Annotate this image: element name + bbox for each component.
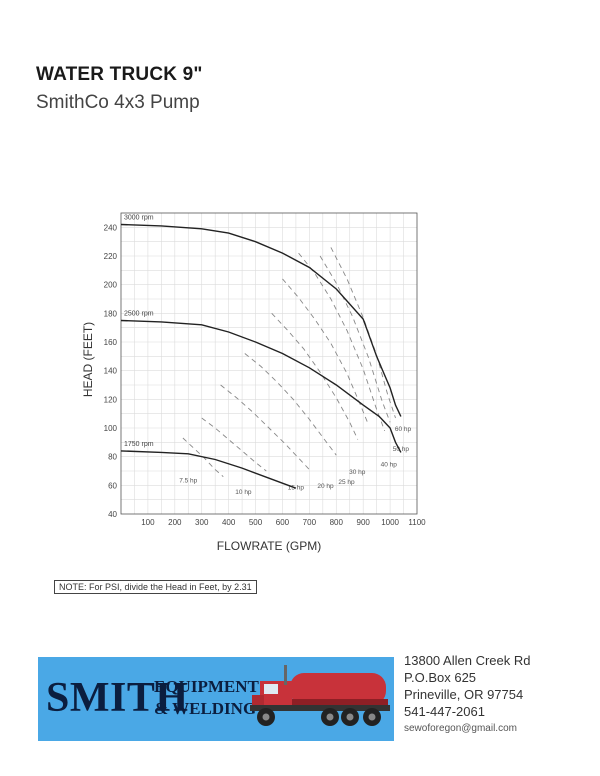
hp-curve [244, 353, 337, 456]
company-address: 13800 Allen Creek Rd P.O.Box 625 Prinevi… [404, 652, 530, 737]
address-street: 13800 Allen Creek Rd [404, 653, 531, 668]
rpm-curve [120, 319, 402, 453]
hp-curve-label: 40 hp [381, 462, 398, 469]
y-tick-label: 220 [104, 252, 118, 261]
hp-curve [271, 312, 359, 440]
x-tick-label: 200 [168, 518, 182, 527]
plot-frame [120, 212, 418, 515]
company-banner: SMITH EQUIPMENT & WELDING [38, 657, 394, 741]
x-tick-label: 800 [330, 518, 344, 527]
address-email: sewoforegon@gmail.com [404, 723, 517, 734]
hp-curve [282, 278, 370, 426]
hp-curve [182, 437, 224, 478]
x-tick-label: 1000 [381, 518, 399, 527]
hp-curve-label: 10 hp [235, 489, 252, 496]
y-tick-label: 80 [108, 453, 117, 462]
x-tick-label: 100 [141, 518, 155, 527]
page-subtitle: SmithCo 4x3 Pump [36, 92, 200, 113]
x-tick-label: 900 [357, 518, 371, 527]
x-tick-label: 700 [303, 518, 317, 527]
address-phone: 541-447-2061 [404, 704, 485, 719]
address-pobox: P.O.Box 625 [404, 670, 477, 685]
hp-curve-label: 50 hp [393, 446, 410, 453]
y-tick-label: 240 [104, 223, 118, 232]
hp-curve [201, 417, 267, 472]
x-tick-label: 300 [195, 518, 209, 527]
hp-curve-label: 25 hp [338, 479, 355, 486]
hp-curve-label: 15 hp [288, 485, 305, 492]
hp-curve-label: 30 hp [349, 469, 366, 476]
y-tick-label: 100 [104, 424, 118, 433]
rpm-curve-label: 1750 rpm [124, 441, 154, 448]
hp-curve-label: 7.5 hp [179, 477, 197, 484]
y-tick-label: 200 [104, 281, 118, 290]
hp-curve-label: 20 hp [317, 483, 334, 490]
hp-curve [220, 384, 310, 470]
water-truck-icon [250, 665, 390, 726]
rpm-curve [120, 223, 402, 417]
rpm-curve-label: 2500 rpm [124, 311, 154, 318]
y-tick-label: 140 [104, 367, 118, 376]
logo-wordmark: SMITH [46, 675, 189, 721]
rpm-curve [120, 450, 297, 489]
x-tick-label: 500 [249, 518, 263, 527]
hp-curve [298, 252, 386, 432]
y-tick-label: 180 [104, 309, 118, 318]
rpm-curve-label: 3000 rpm [124, 214, 154, 221]
logo-line-welding: & WELDING [154, 699, 257, 718]
y-tick-label: 60 [108, 481, 117, 490]
hp-curve [330, 247, 396, 419]
x-tick-label: 600 [276, 518, 290, 527]
y-tick-label: 160 [104, 338, 118, 347]
y-tick-label: 120 [104, 395, 118, 404]
logo-line-equipment: EQUIPMENT [154, 677, 259, 696]
psi-note: NOTE: For PSI, divide the Head in Feet, … [54, 580, 257, 594]
y-tick-label: 40 [108, 510, 117, 519]
x-tick-label: 400 [222, 518, 236, 527]
address-city: Prineville, OR 97754 [404, 687, 524, 702]
page-title: WATER TRUCK 9" [36, 64, 203, 85]
y-axis-label: HEAD (FEET) [81, 322, 95, 397]
x-tick-label: 1100 [408, 518, 426, 527]
pump-curve-chart: 100 200 300 400 500 600 700 800 900 1000 1100 40 60 8… [81, 212, 426, 553]
hp-curve-label: 60 hp [395, 426, 412, 433]
x-axis-label: FLOWRATE (GPM) [217, 539, 321, 553]
hp-curve [319, 255, 391, 423]
